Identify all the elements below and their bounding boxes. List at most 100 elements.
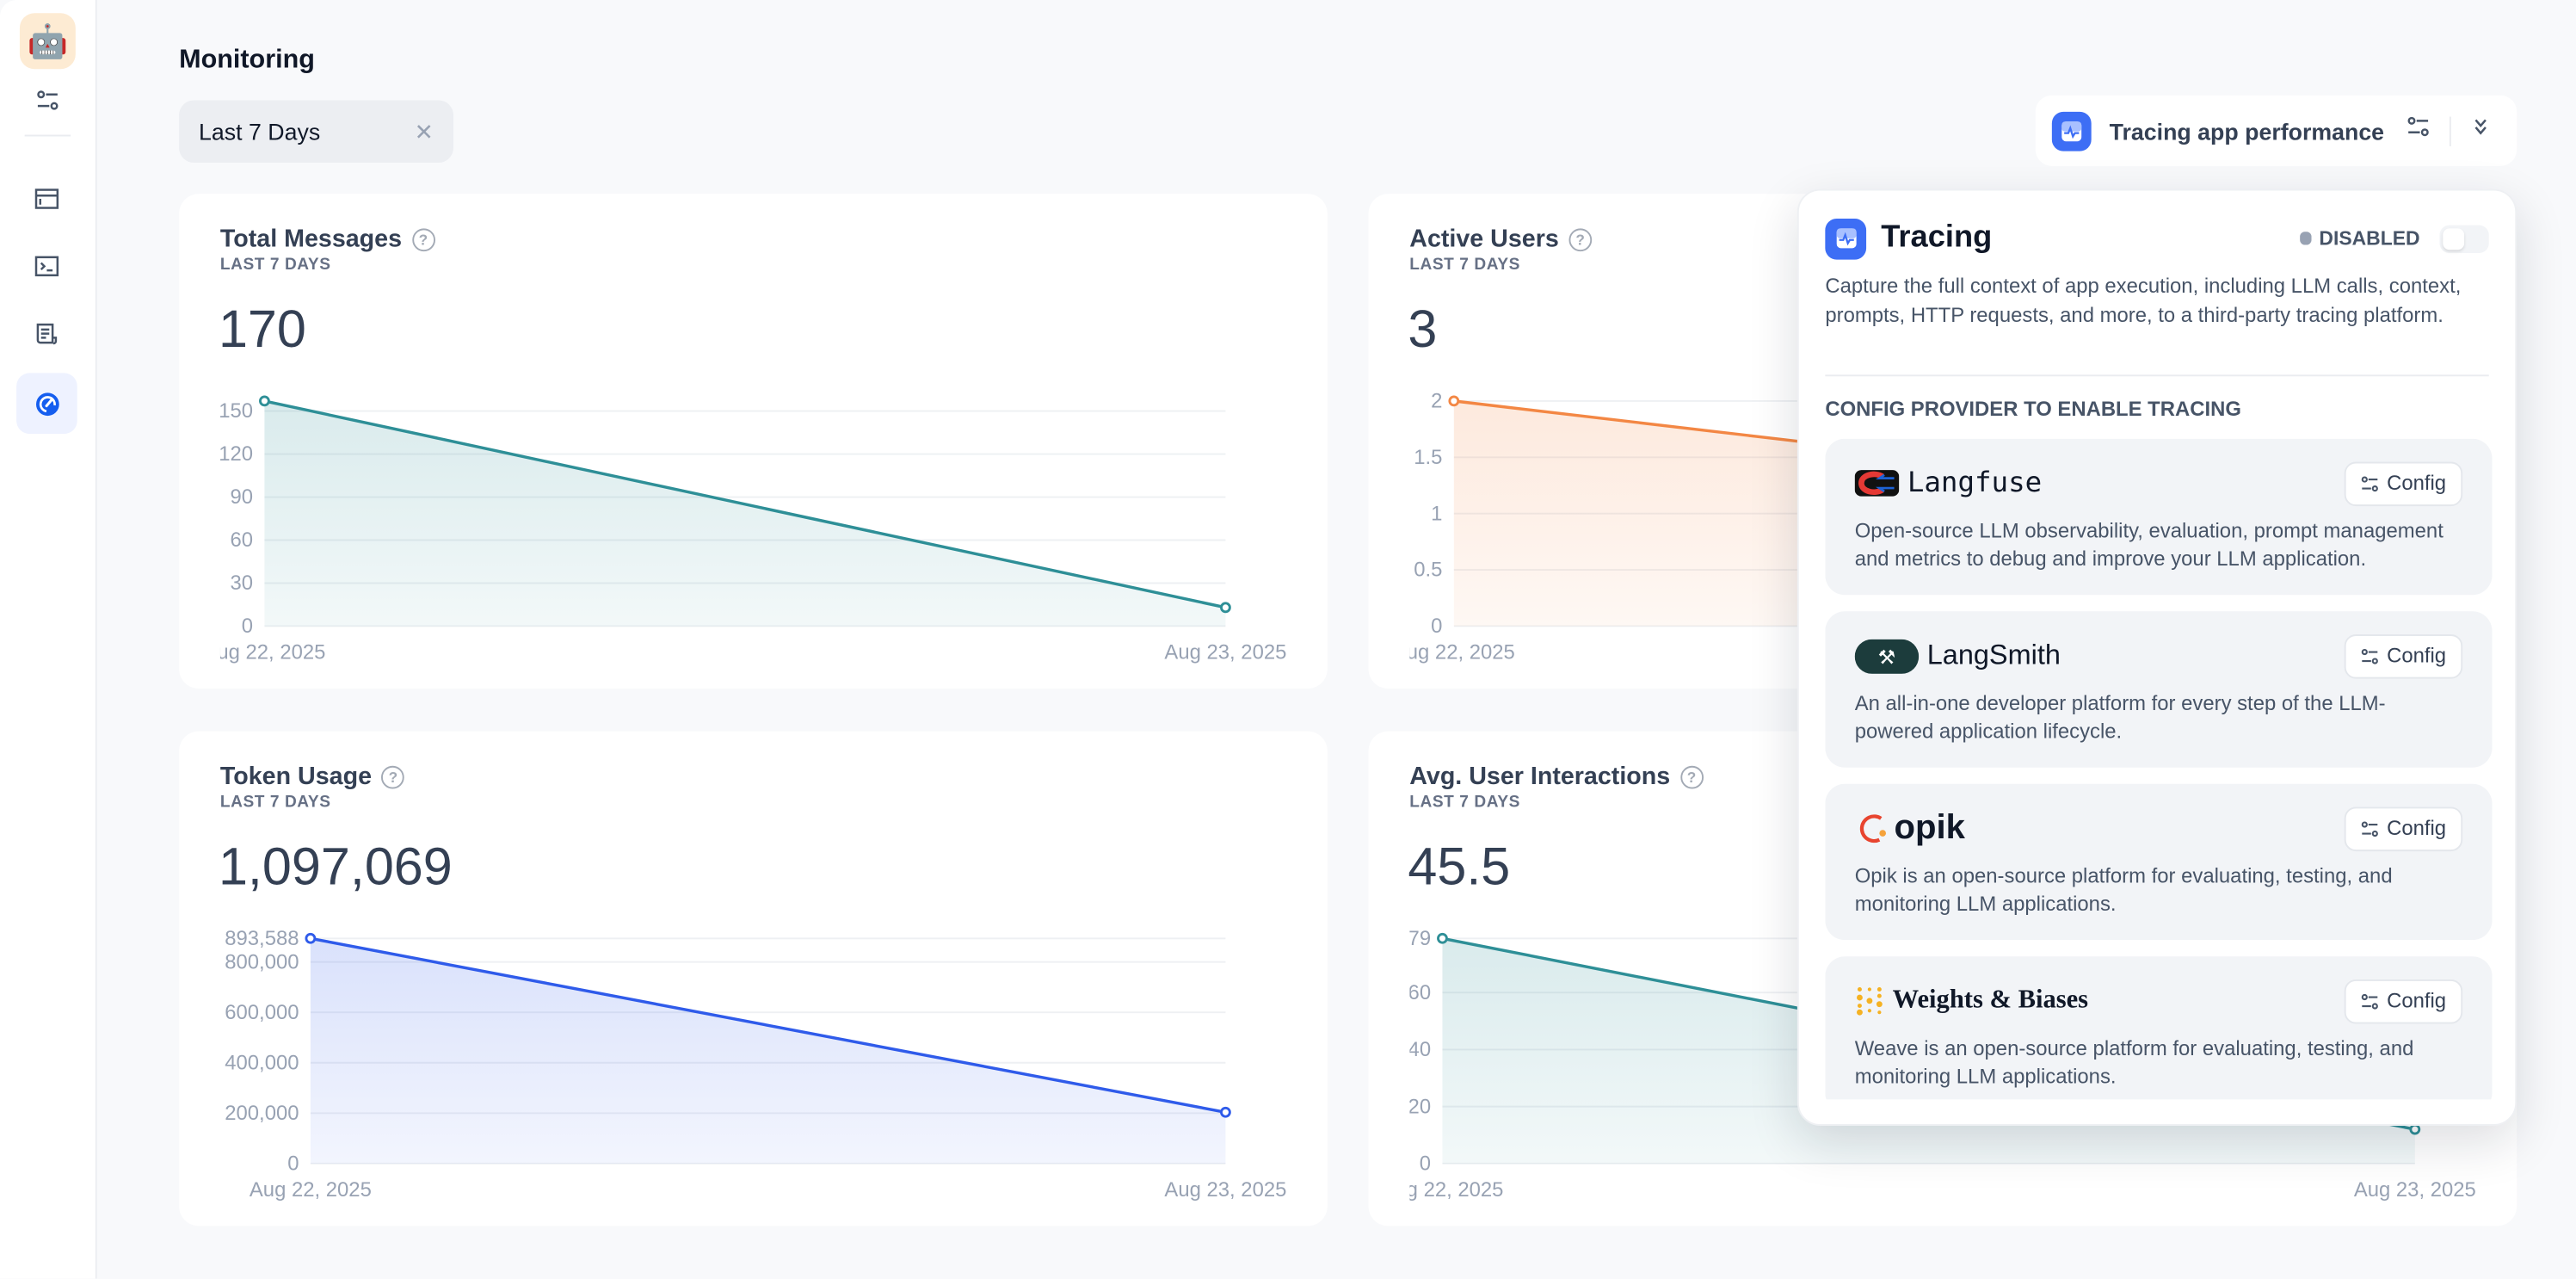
y-tick-label: 120	[220, 442, 253, 466]
y-tick-label: 0	[1420, 1152, 1431, 1175]
tracing-toggle[interactable]	[2439, 224, 2489, 253]
langsmith-logo-icon: ⚒	[1854, 638, 1920, 673]
card-subtitle: LAST 7 DAYS	[219, 256, 331, 275]
x-tick-label: Aug 23, 2025	[1164, 641, 1286, 664]
total-messages-chart: 0 30 60 90 120 150 Aug 22, 2025 Aug 23, 2025	[220, 395, 1286, 664]
help-icon[interactable]: ?	[1679, 764, 1704, 788]
y-tick-label: 0	[242, 615, 253, 638]
provider-name: opik	[1894, 808, 1965, 847]
x-tick-label: Aug 22, 2025	[1409, 641, 1515, 664]
config-button[interactable]: Config	[2344, 806, 2463, 851]
settings-sliders-icon[interactable]	[2407, 115, 2431, 146]
provider-weights-and-biases: Weights & Biases Config Weave is an open…	[1825, 956, 2493, 1100]
y-tick-label: 60	[231, 528, 254, 552]
y-tick-label: 150	[220, 399, 253, 423]
data-point[interactable]	[259, 395, 270, 407]
provider-name: LangSmith	[1926, 639, 2061, 671]
provider-description: An all-in-one developer platform for eve…	[1854, 691, 2386, 743]
tracing-app-performance-button[interactable]: Tracing app performance	[2035, 95, 2517, 166]
y-tick-label: 600,000	[225, 1001, 299, 1024]
card-title: Token Usage	[219, 762, 373, 791]
y-tick-label: 40	[1409, 1038, 1431, 1061]
provider-description: Open-source LLM observability, evaluatio…	[1854, 519, 2444, 570]
settings-sliders-icon[interactable]	[16, 69, 77, 130]
card-value: 1,097,069	[218, 836, 453, 896]
y-tick-label: 1.5	[1414, 446, 1442, 469]
y-tick-label: 800,000	[225, 950, 299, 973]
y-tick-label: 400,000	[225, 1051, 299, 1074]
settings-sliders-icon	[2361, 820, 2378, 837]
settings-sliders-icon	[2361, 647, 2378, 664]
y-tick-label: 2	[1431, 390, 1442, 413]
config-label: Config	[2387, 471, 2447, 495]
document-icon	[36, 323, 58, 345]
wandb-logo-icon	[1857, 986, 1883, 1016]
y-tick-label: 1	[1431, 502, 1442, 525]
card-value: 45.5	[1408, 836, 1511, 896]
data-point[interactable]	[1220, 1106, 1231, 1118]
config-button[interactable]: Config	[2344, 633, 2463, 678]
status-dot-icon	[2299, 232, 2311, 245]
sidebar-divider	[24, 134, 71, 137]
y-tick-label: 90	[231, 485, 254, 509]
clear-filter-icon[interactable]: ✕	[414, 117, 434, 145]
tracing-icon	[1825, 217, 1867, 259]
tracing-title: Tracing	[1881, 219, 1993, 255]
tracing-popover: Tracing DISABLED Capture the full contex…	[1796, 188, 2517, 1126]
provider-list: Langfuse Config Open-source LLM observab…	[1825, 438, 2493, 1100]
x-tick-label: Aug 23, 2025	[2354, 1178, 2476, 1202]
date-range-filter[interactable]: Last 7 Days ✕	[179, 100, 453, 164]
area-fill	[310, 938, 1226, 1164]
config-button[interactable]: Config	[2344, 460, 2463, 506]
config-button[interactable]: Config	[2344, 979, 2463, 1023]
sidebar: 🤖	[0, 0, 97, 1279]
tracing-button-label: Tracing app performance	[2109, 117, 2385, 145]
window-icon	[34, 188, 59, 208]
y-tick-label: 0	[1431, 615, 1442, 638]
section-label: CONFIG PROVIDER TO ENABLE TRACING	[1825, 398, 2241, 421]
help-icon[interactable]: ?	[1568, 227, 1592, 251]
help-icon[interactable]: ?	[411, 227, 435, 251]
divider	[1825, 374, 2489, 377]
series-line	[310, 936, 1226, 1114]
help-icon[interactable]: ?	[381, 764, 405, 788]
provider-description: Opik is an open-source platform for eval…	[1854, 864, 2393, 915]
y-tick-label: 0	[287, 1152, 299, 1175]
settings-sliders-icon	[2361, 992, 2378, 1009]
config-label: Config	[2387, 644, 2447, 668]
card-title: Active Users	[1409, 225, 1559, 254]
y-tick-label: 0.5	[1414, 559, 1442, 582]
y-tick-label: 60	[1409, 981, 1431, 1004]
card-value: 3	[1408, 299, 1438, 359]
card-subtitle: LAST 7 DAYS	[1409, 794, 1520, 813]
tracing-status: DISABLED	[2299, 226, 2420, 250]
config-label: Config	[2387, 816, 2447, 840]
page-title: Monitoring	[179, 46, 315, 74]
sidebar-item-api[interactable]	[16, 235, 77, 296]
sidebar-item-logs[interactable]	[16, 304, 77, 365]
terminal-icon	[34, 255, 59, 276]
langfuse-logo-icon	[1854, 470, 1900, 497]
data-point[interactable]	[1220, 602, 1231, 614]
data-point[interactable]	[1437, 932, 1448, 944]
config-label: Config	[2387, 989, 2447, 1013]
data-point[interactable]	[305, 932, 317, 944]
status-label: DISABLED	[2319, 226, 2420, 250]
data-point[interactable]	[1448, 395, 1460, 407]
provider-opik: opik Config Opik is an open-source platf…	[1825, 783, 2493, 941]
x-tick-label: Aug 22, 2025	[250, 1178, 372, 1202]
sidebar-item-monitoring[interactable]	[16, 373, 77, 435]
app-robot-icon[interactable]: 🤖	[19, 13, 76, 70]
chevron-double-down-icon[interactable]	[2471, 115, 2491, 146]
card-value: 170	[218, 299, 306, 359]
token-usage-card: Token Usage? LAST 7 DAYS 1,097,069 0 200,…	[179, 731, 1328, 1226]
y-tick-label: 79	[1409, 927, 1431, 950]
data-point[interactable]	[2409, 1123, 2421, 1135]
tracing-icon	[2051, 110, 2092, 151]
provider-langsmith: ⚒ LangSmith Config An all-in-one develop…	[1825, 611, 2493, 768]
provider-name: Langfuse	[1907, 466, 2043, 500]
sidebar-item-overview[interactable]	[16, 168, 77, 229]
series-line	[264, 399, 1226, 609]
provider-name: Weights & Biases	[1892, 986, 2089, 1015]
